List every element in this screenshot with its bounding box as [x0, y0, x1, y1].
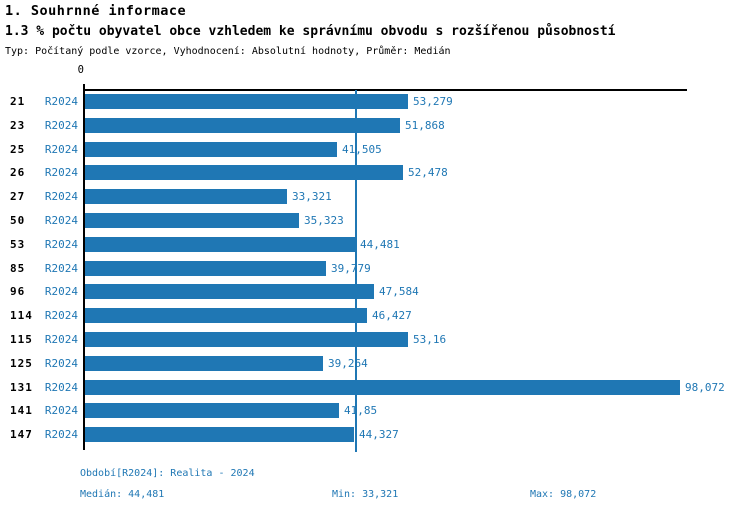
row-category-label: 114 — [10, 309, 33, 322]
bar-value-label: 47,584 — [379, 285, 419, 298]
bar-value-label: 51,868 — [405, 119, 445, 132]
bar — [85, 427, 354, 442]
row-category-label: 125 — [10, 357, 33, 370]
row-category-label: 25 — [10, 143, 26, 156]
row-series-label: R2024 — [44, 214, 78, 227]
row-category-label: 147 — [10, 428, 33, 441]
bar-value-label: 52,478 — [408, 166, 448, 179]
chart-row: 96 R2024 47,584 — [0, 284, 750, 299]
bar — [85, 261, 326, 276]
chart-row: 27 R2024 33,321 — [0, 189, 750, 204]
section-title: 1. Souhrnné informace — [5, 3, 187, 19]
row-category-label: 53 — [10, 238, 26, 251]
bar — [85, 189, 287, 204]
row-series-label: R2024 — [44, 95, 78, 108]
row-category-label: 26 — [10, 166, 26, 179]
bar — [85, 165, 403, 180]
row-category-label: 85 — [10, 262, 26, 275]
row-series-label: R2024 — [44, 428, 78, 441]
row-series-label: R2024 — [44, 119, 78, 132]
bar — [85, 403, 339, 418]
bar — [85, 332, 408, 347]
chart-row: 114 R2024 46,427 — [0, 308, 750, 323]
max-info: Max: 98,072 — [530, 489, 597, 500]
bar-value-label: 46,427 — [372, 309, 412, 322]
row-category-label: 23 — [10, 119, 26, 132]
row-category-label: 115 — [10, 333, 33, 346]
row-series-label: R2024 — [44, 357, 78, 370]
bar — [85, 308, 367, 323]
bar — [85, 380, 680, 395]
bar-value-label: 53,16 — [413, 333, 447, 346]
row-series-label: R2024 — [44, 309, 78, 322]
bar — [85, 356, 323, 371]
period-info: Období[R2024]: Realita - 2024 — [80, 468, 255, 479]
bar — [85, 284, 374, 299]
x-axis-line — [85, 89, 687, 91]
y-axis-line — [83, 84, 85, 450]
bar — [85, 118, 400, 133]
bar — [85, 94, 408, 109]
indicator-title: 1.3 % počtu obyvatel obce vzhledem ke sp… — [5, 24, 616, 39]
indicator-meta: Typ: Počítaný podle vzorce, Vyhodnocení:… — [5, 46, 451, 57]
bar-value-label: 41,505 — [342, 143, 382, 156]
row-series-label: R2024 — [44, 238, 78, 251]
chart-row: 141 R2024 41,85 — [0, 403, 750, 418]
median-info: Medián: 44,481 — [80, 489, 165, 500]
chart-row: 53 R2024 44,481 — [0, 237, 750, 252]
chart-row: 115 R2024 53,16 — [0, 332, 750, 347]
row-series-label: R2024 — [44, 333, 78, 346]
chart-row: 147 R2024 44,327 — [0, 427, 750, 442]
row-series-label: R2024 — [44, 143, 78, 156]
row-series-label: R2024 — [44, 404, 78, 417]
median-line — [355, 90, 357, 452]
chart-row: 23 R2024 51,868 — [0, 118, 750, 133]
row-category-label: 21 — [10, 95, 26, 108]
bar — [85, 213, 299, 228]
chart-row: 50 R2024 35,323 — [0, 213, 750, 228]
row-series-label: R2024 — [44, 262, 78, 275]
chart-row: 21 R2024 53,279 — [0, 94, 750, 109]
bar — [85, 142, 337, 157]
chart-row: 85 R2024 39,779 — [0, 261, 750, 276]
row-category-label: 131 — [10, 381, 33, 394]
row-series-label: R2024 — [44, 381, 78, 394]
bar-value-label: 35,323 — [304, 214, 344, 227]
min-info: Min: 33,321 — [332, 489, 399, 500]
chart-row: 131 R2024 98,072 — [0, 380, 750, 395]
row-category-label: 141 — [10, 404, 33, 417]
bar-value-label: 33,321 — [292, 190, 332, 203]
row-category-label: 96 — [10, 285, 26, 298]
chart-row: 125 R2024 39,264 — [0, 356, 750, 371]
chart-row: 26 R2024 52,478 — [0, 165, 750, 180]
chart-row: 25 R2024 41,505 — [0, 142, 750, 157]
bar-value-label: 44,327 — [359, 428, 399, 441]
bar — [85, 237, 355, 252]
bar-value-label: 44,481 — [360, 238, 400, 251]
bar-value-label: 53,279 — [413, 95, 453, 108]
row-series-label: R2024 — [44, 190, 78, 203]
bar-value-label: 39,264 — [328, 357, 368, 370]
bar-value-label: 41,85 — [344, 404, 378, 417]
bar-value-label: 98,072 — [685, 381, 725, 394]
row-series-label: R2024 — [44, 285, 78, 298]
row-category-label: 27 — [10, 190, 26, 203]
row-series-label: R2024 — [44, 166, 78, 179]
axis-zero-label: 0 — [77, 64, 84, 76]
bar-value-label: 39,779 — [331, 262, 371, 275]
row-category-label: 50 — [10, 214, 26, 227]
